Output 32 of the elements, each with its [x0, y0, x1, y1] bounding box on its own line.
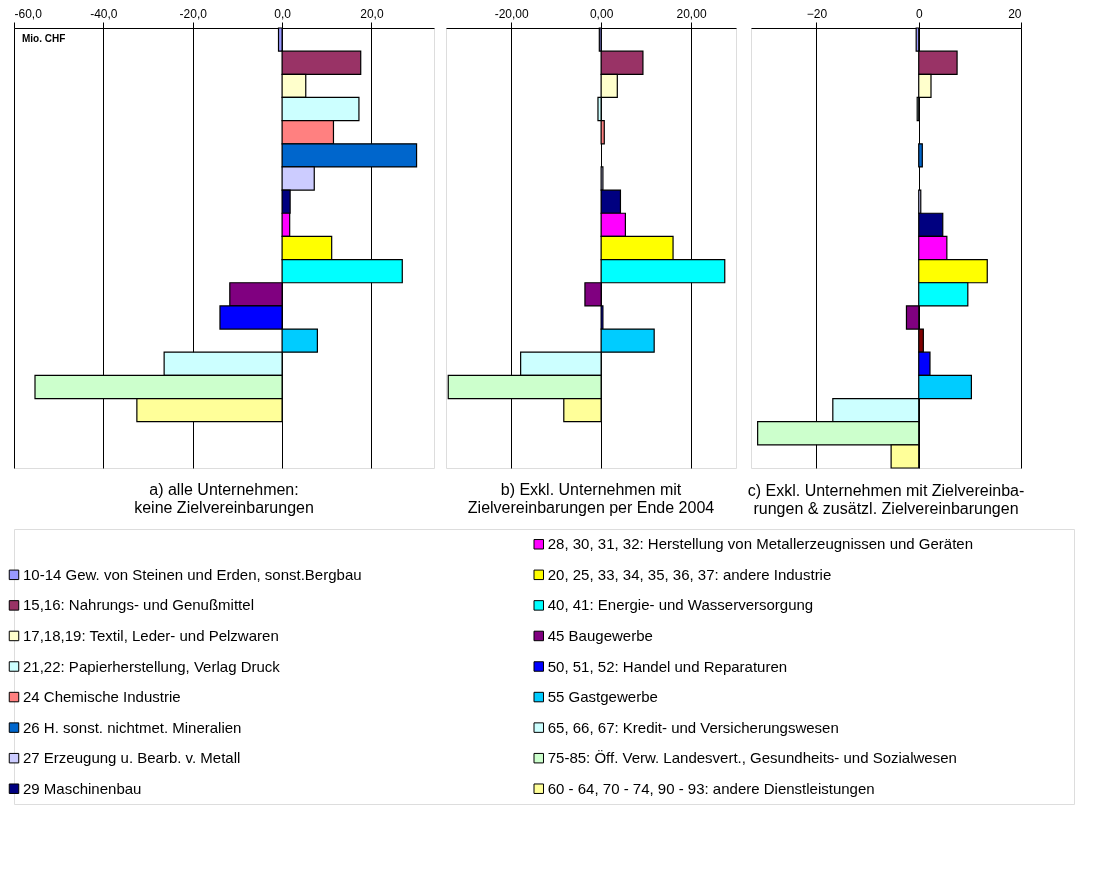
text: a) alle Unternehmen: keine Zielvereinbarungen: [134, 481, 314, 516]
legend-label: 50, 51, 52: Handel und Reparaturen: [547, 657, 788, 675]
legend-label: 65, 66, 67: Kredit- und Versicherungswesen: [547, 718, 839, 736]
legend-label: 29 Maschinenbau: [23, 779, 142, 797]
x-tick-label: 20,0: [360, 6, 384, 21]
legend-label: 15,16: Nahrungs- und Genußmittel: [23, 596, 254, 614]
text: c) Exkl. Unternehmen mit Zielvereinba- rungen & zusätzl. Zielvereinbarungen: [747, 481, 1025, 517]
x-tick-label: -40,0: [90, 6, 118, 21]
x-tick-label: -20,0: [179, 6, 208, 21]
legend-label: 20, 25, 33, 34, 35, 36, 37: andere Industrie: [547, 565, 832, 583]
legend-label: 28, 30, 31, 32: Herstellung von Metallerzeugnissen und Geräten: [547, 535, 974, 553]
x-tick-label: −20: [806, 6, 828, 21]
legend-label: 26 H. sonst. nichtmet. Mineralien: [23, 718, 242, 736]
annotation: Mio. CHF: [22, 33, 66, 44]
x-tick-label: 0,00: [589, 6, 614, 21]
x-tick-label: 0: [915, 6, 923, 21]
legend-label: 21,22: Papierherstellung, Verlag Druck: [23, 657, 281, 675]
legend-label: 40, 41: Energie- und Wasserversorgung: [547, 596, 814, 614]
x-tick-label: 20: [1008, 6, 1022, 21]
legend-label: 17,18,19: Textil, Leder- und Pelzwaren: [23, 626, 279, 644]
text: b) Exkl. Unternehmen mit Zielvereinbarungen per Ende 2004: [467, 481, 715, 516]
legend-label: 55 Gastgewerbe: [547, 688, 658, 706]
legend-label: 45 Baugewerbe: [547, 626, 653, 644]
legend-label: 27 Erzeugung u. Bearb. v. Metall: [23, 749, 241, 767]
legend-label: 10-14 Gew. von Steinen und Erden, sonst.Bergbau: [23, 565, 362, 583]
x-tick-label: -20,00: [494, 6, 530, 21]
x-tick-label: 20,00: [676, 6, 707, 21]
legend-label: 24 Chemische Industrie: [23, 688, 181, 706]
x-tick-label: 0,0: [274, 6, 292, 21]
legend-label: 60 - 64, 70 - 74, 90 - 93: andere Dienstleistungen: [547, 779, 875, 797]
x-tick-label: -60,0: [14, 6, 43, 21]
legend-label: 75-85: Öff. Verw. Landesvert., Gesundheits- und Sozialwesen: [547, 749, 957, 767]
